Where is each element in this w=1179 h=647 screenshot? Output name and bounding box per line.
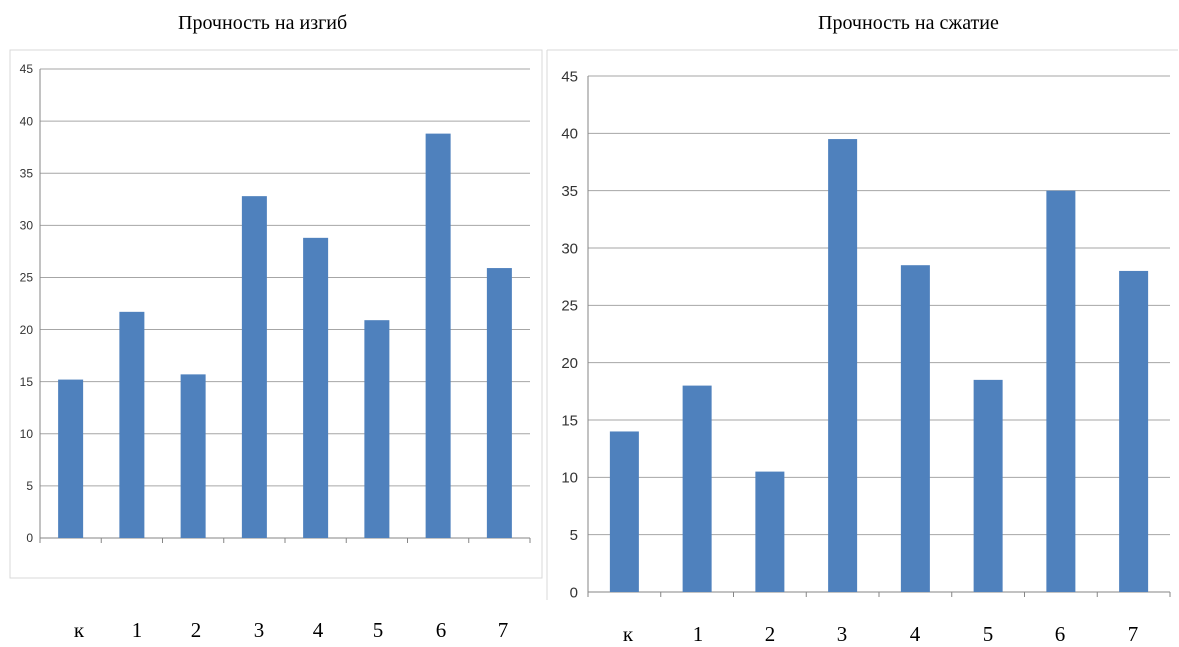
chart-2-bar [1119, 270, 1149, 592]
chart-1-y-tick-label: 30 [20, 219, 34, 233]
chart-2-bar [682, 385, 712, 592]
chart-2-bar [828, 139, 858, 593]
chart-1-y-tick-label: 0 [26, 531, 33, 545]
chart-2-y-tick-label: 35 [561, 183, 578, 200]
chart-1-category-label: 5 [372, 618, 384, 642]
chart-1-bar [58, 379, 84, 538]
chart-1-category-label: 7 [497, 618, 509, 642]
chart-1-y-tick-label: 25 [20, 271, 34, 285]
chart-1-y-tick-label: 5 [26, 479, 33, 493]
chart-2-category-label: 6 [1054, 622, 1066, 646]
chart-1-bar [180, 374, 206, 538]
chart-1-bar [303, 237, 329, 538]
chart-1-y-tick-label: 20 [20, 323, 34, 337]
chart-2-y-tick-label: 40 [561, 126, 578, 143]
chart-2-y-tick-label: 25 [561, 298, 578, 315]
chart-2-bar [609, 431, 639, 592]
chart-2-y-tick-label: 45 [561, 68, 578, 85]
chart-1-category-label: 2 [190, 618, 202, 642]
chart-2-y-tick-label: 20 [561, 355, 578, 372]
chart-1-y-tick-label: 45 [20, 62, 34, 76]
chart-2-category-label: 4 [909, 622, 921, 646]
chart-1-bar [241, 196, 267, 538]
chart-2-bar [900, 265, 930, 592]
chart-2-title: Прочность на сжатие [818, 12, 999, 34]
chart-2-category-label: 2 [764, 622, 776, 646]
chart-1-bar [119, 311, 145, 538]
chart-1-frame [9, 49, 543, 579]
chart-2-bar [1046, 190, 1076, 592]
chart-1-category-label: 4 [312, 618, 324, 642]
chart-2-y-tick-label: 0 [570, 584, 578, 601]
chart-1-category-label: к [73, 618, 85, 642]
chart-2-category-label: 7 [1127, 622, 1139, 646]
chart-2-y-tick-label: 15 [561, 412, 578, 429]
chart-1-category-label: 6 [435, 618, 447, 642]
chart-1-y-tick-label: 35 [20, 166, 34, 180]
chart-2-category-label: 3 [836, 622, 848, 646]
chart-2-y-tick-label: 30 [561, 240, 578, 257]
chart-2-y-tick-label: 10 [561, 470, 578, 487]
chart-1-y-tick-label: 15 [20, 375, 34, 389]
chart-1-bar [425, 133, 451, 538]
chart-2-category-label: 1 [692, 622, 704, 646]
chart-2-bar [973, 379, 1003, 592]
chart-2-category-label: к [622, 622, 634, 646]
chart-1-category-label: 1 [131, 618, 143, 642]
chart-1-y-tick-label: 40 [20, 114, 34, 128]
chart-1-bar [486, 268, 512, 538]
chart-1-title: Прочность на изгиб [178, 12, 348, 34]
chart-1-category-label: 3 [253, 618, 265, 642]
chart-1-y-tick-label: 10 [20, 427, 34, 441]
chart-1-bar [364, 320, 390, 538]
chart-2-bar [755, 471, 785, 592]
chart-2-category-label: 5 [982, 622, 994, 646]
chart-2-y-tick-label: 5 [570, 527, 578, 544]
